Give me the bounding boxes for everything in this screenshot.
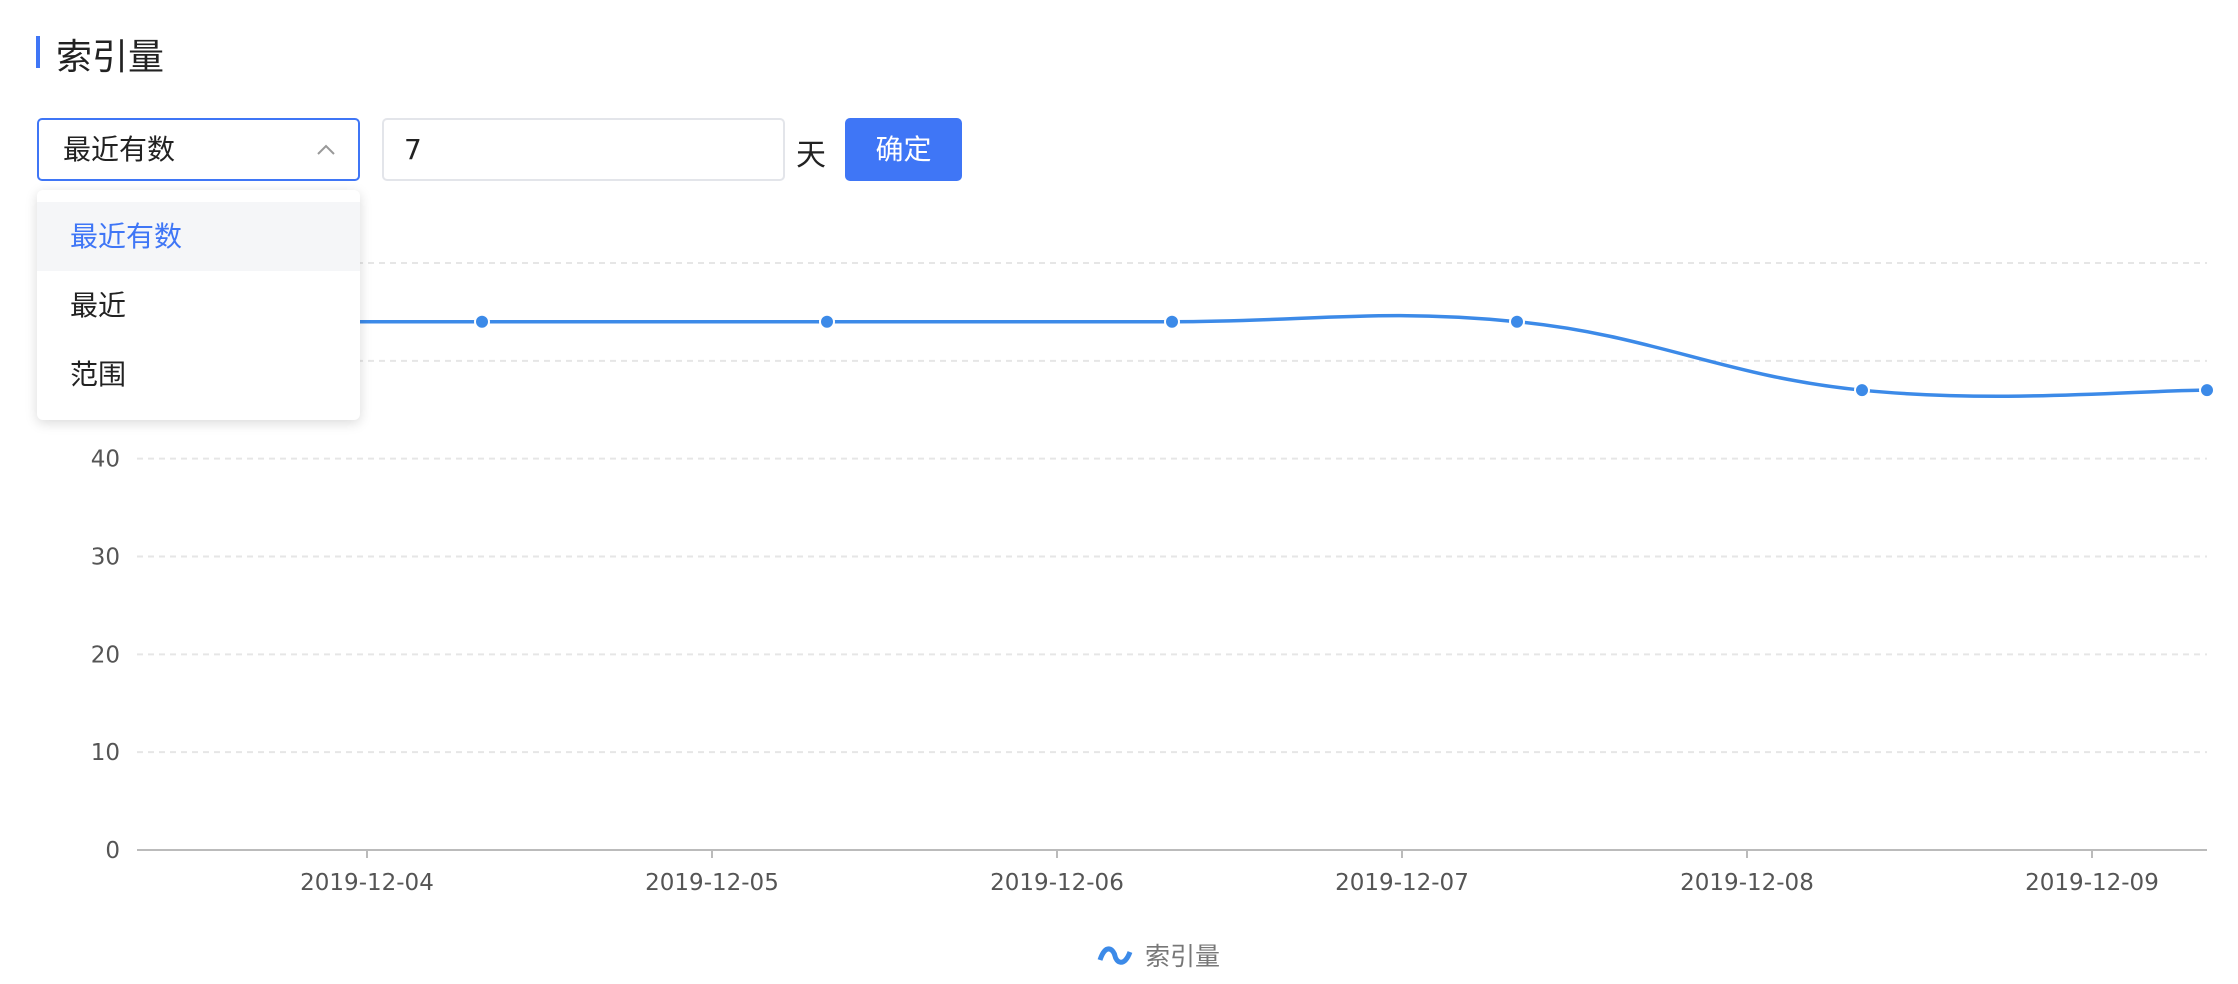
- x-tick-label: 2019-12-07: [1335, 870, 1469, 896]
- unit-label: 天: [796, 138, 826, 173]
- menu-option[interactable]: 最近: [37, 271, 360, 340]
- menu-option[interactable]: 范围: [37, 340, 360, 409]
- dropdown-menu: 最近有数 最近 范围: [37, 190, 360, 420]
- point: [474, 313, 490, 330]
- x-tick-label: 2019-12-08: [1680, 870, 1814, 896]
- y-tick-label: 0: [105, 838, 120, 864]
- point: [1164, 313, 1180, 330]
- select[interactable]: 最近有数: [37, 118, 360, 181]
- y-tick-label: 10: [91, 740, 120, 766]
- days-input[interactable]: 7: [382, 118, 785, 181]
- y-tick-label: 30: [91, 545, 120, 571]
- chevron: [317, 144, 335, 155]
- y-tick-label: 40: [91, 447, 120, 473]
- legend-icon: [1097, 946, 1133, 965]
- menu-option[interactable]: 最近有数: [37, 202, 360, 271]
- point: [2199, 382, 2215, 399]
- point: [1854, 382, 1870, 399]
- legend-label: 索引量: [1145, 942, 1220, 971]
- y-tick-label: 20: [91, 642, 120, 668]
- x-tick-label: 2019-12-09: [2025, 870, 2159, 896]
- title-bar: [36, 36, 40, 68]
- point: [819, 313, 835, 330]
- confirm-button[interactable]: 确定: [845, 118, 962, 181]
- x-tick-label: 2019-12-04: [300, 870, 434, 896]
- page-title: 索引量: [56, 37, 165, 78]
- x-tick-label: 2019-12-06: [990, 870, 1124, 896]
- point: [1509, 313, 1525, 330]
- select-value: 最近有数: [63, 133, 176, 166]
- x-tick-label: 2019-12-05: [645, 870, 779, 896]
